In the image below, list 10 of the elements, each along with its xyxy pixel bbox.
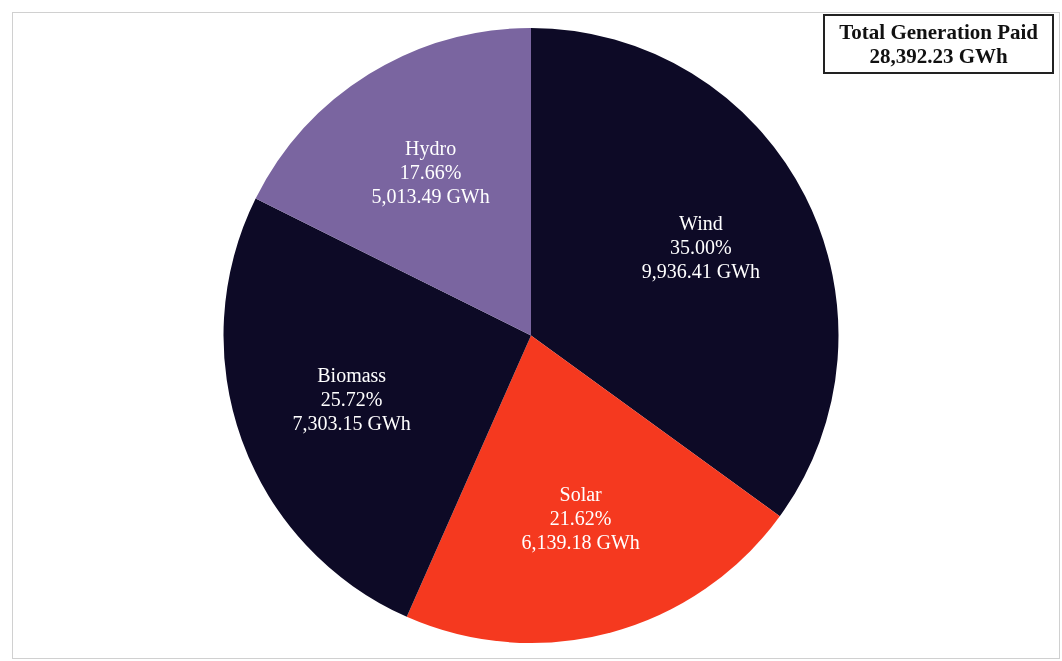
text: 28,392.23 GWh [868, 44, 1009, 68]
data-label: 21.62% 6,139.18 GWh [521, 506, 640, 553]
slice-label: Solar [559, 482, 603, 505]
slice-label: Hydro [405, 136, 457, 160]
data-label: 35.00% 9,936.41 GWh [641, 236, 761, 283]
data-label: 25.72% 7,303.15 GWh [292, 387, 411, 434]
text: Total Generation Paid [839, 20, 1038, 44]
slice-label: Wind [679, 212, 723, 235]
slice-label: Biomass [317, 363, 387, 386]
data-label: 17.66% 5,013.49 GWh [371, 160, 490, 207]
